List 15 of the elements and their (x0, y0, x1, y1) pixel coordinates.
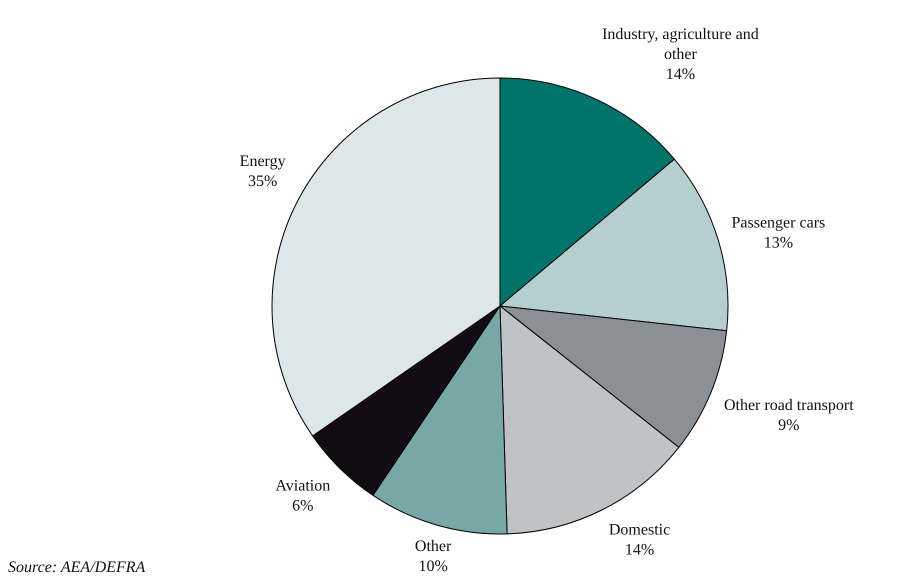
data-label: 13% (764, 234, 794, 252)
slice-label: Industry, agriculture and other (602, 26, 759, 63)
slice-label: Domestic (608, 521, 670, 538)
source-note: Source: AEA/DEFRA (8, 559, 146, 576)
data-label: 6% (292, 498, 314, 515)
data-label: 14% (624, 541, 654, 558)
slice-label: Other road transport (724, 396, 854, 414)
data-label: 9% (778, 416, 800, 434)
slice-label: Energy (240, 152, 286, 170)
slice-label: Passenger cars (732, 214, 826, 232)
slice-label: Other (414, 538, 452, 555)
data-label: 14% (666, 66, 696, 83)
data-label: 35% (248, 172, 278, 190)
slice-label: Aviation (275, 478, 330, 495)
data-label: 10% (418, 558, 448, 575)
